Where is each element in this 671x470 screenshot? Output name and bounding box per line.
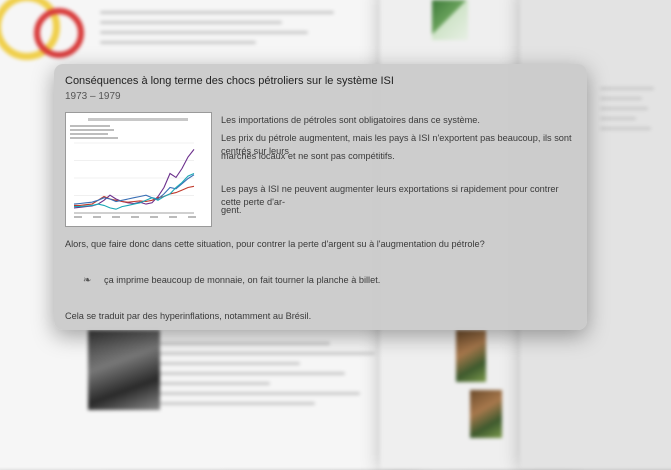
chart-legend-entry xyxy=(70,137,118,139)
paragraph-line: marchés locaux et ne sont pas compétitif… xyxy=(221,151,395,161)
footer-text: Cela se traduit par des hyperinflations,… xyxy=(65,311,312,321)
background-text-block xyxy=(100,4,360,51)
chart-plot-area xyxy=(73,142,196,218)
paragraph-line: gent. xyxy=(221,205,242,215)
chart-tick-label xyxy=(74,216,82,218)
background-photo xyxy=(470,390,502,438)
chart-background xyxy=(66,113,211,226)
paragraph-line: Les pays à ISI ne peuvent augmenter leur… xyxy=(221,184,559,207)
chart-line-series-teal xyxy=(74,172,195,210)
chart-thumbnail[interactable] xyxy=(65,112,212,227)
fleuron-bullet-icon: ❧ xyxy=(83,275,92,286)
background-photo xyxy=(88,330,160,410)
chart-legend-entry xyxy=(70,125,110,127)
chart-tick-label xyxy=(112,216,120,218)
answer-text: ça imprime beaucoup de monnaie, on fait … xyxy=(104,275,381,285)
question-text: Alors, que faire donc dans cette situati… xyxy=(65,239,485,249)
slide-card: Conséquences à long terme des chocs pétr… xyxy=(54,64,587,330)
chart-svg xyxy=(66,113,211,226)
background-text-block xyxy=(90,335,390,412)
chart-title-placeholder xyxy=(88,118,188,121)
chart-tick-label xyxy=(93,216,101,218)
paragraph-line: Les importations de pétroles sont obliga… xyxy=(221,115,480,125)
background-photo xyxy=(456,330,486,382)
background-text-block xyxy=(600,80,660,137)
chart-legend-entry xyxy=(70,129,114,131)
chart-tick-label xyxy=(188,216,196,218)
card-subtitle: 1973 – 1979 xyxy=(65,91,121,102)
chart-tick-label xyxy=(169,216,177,218)
chart-tick-label xyxy=(131,216,139,218)
chart-legend-entry xyxy=(70,133,108,135)
chart-tick-label xyxy=(150,216,158,218)
paragraph-line: Les prix du pétrole augmentent, mais les… xyxy=(221,133,572,156)
chart-line-series-blue xyxy=(73,174,195,205)
background-logo-red xyxy=(34,8,84,58)
card-title: Conséquences à long terme des chocs pétr… xyxy=(65,75,394,87)
chart-line-series-red xyxy=(74,185,195,206)
background-map-image xyxy=(432,0,468,40)
